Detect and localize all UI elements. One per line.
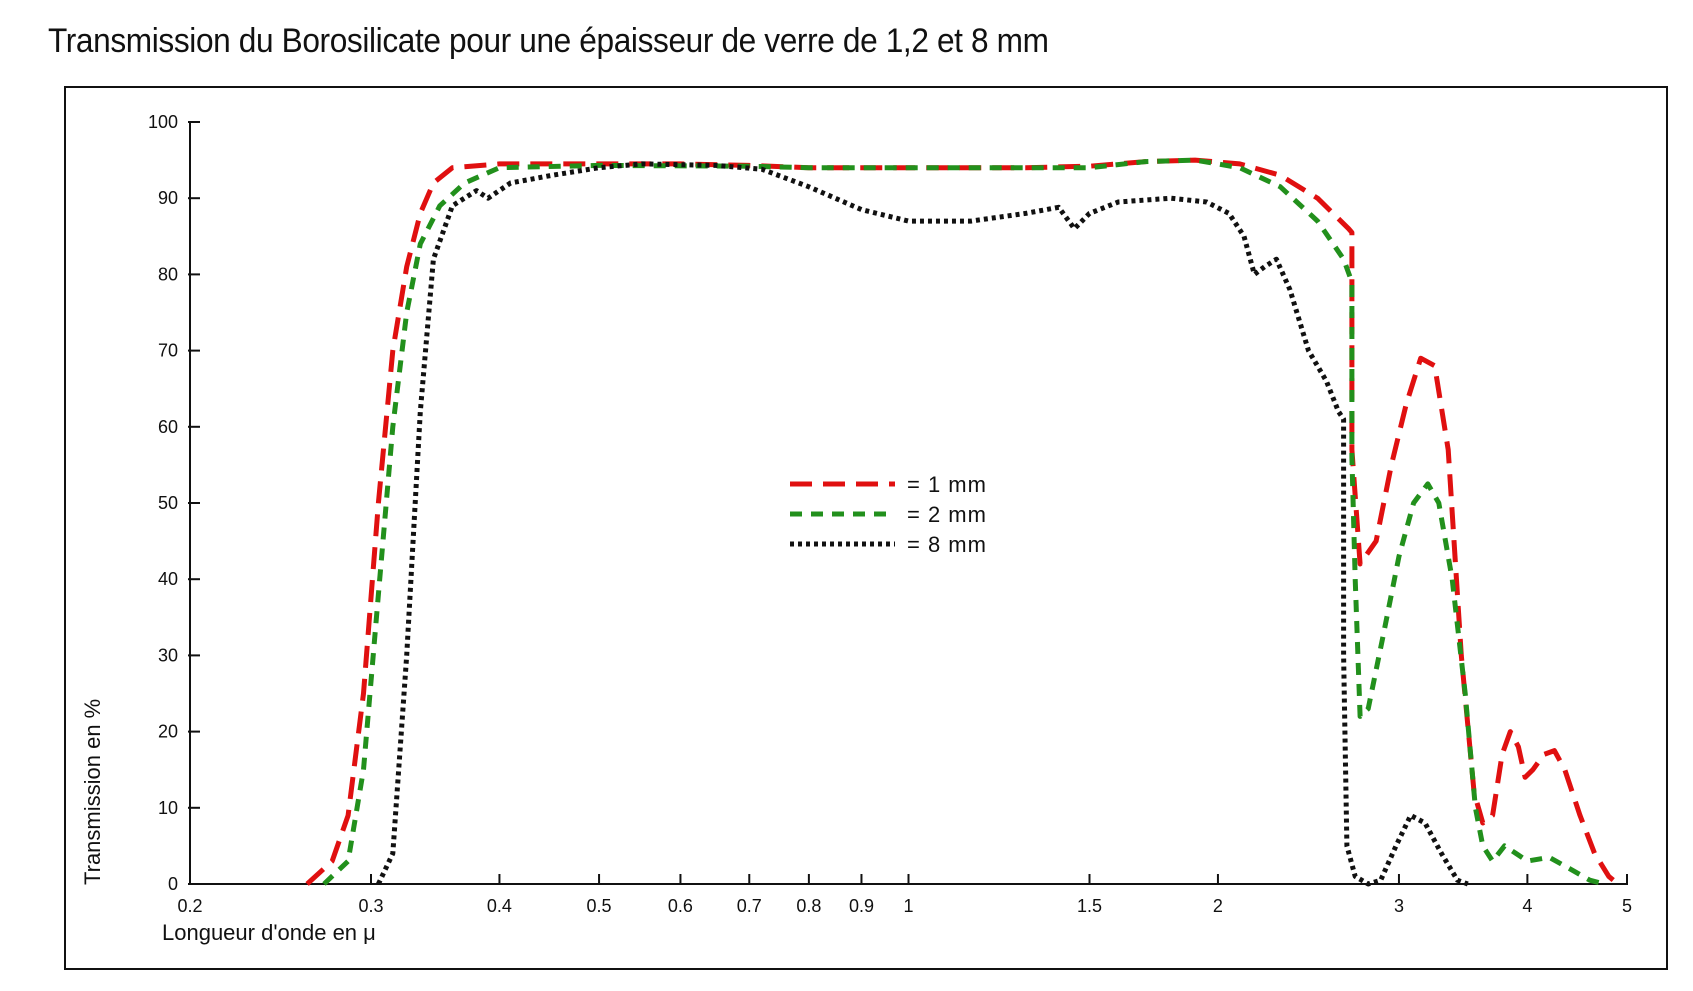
y-tick-label: 30 [158, 645, 178, 665]
x-tick-label: 0.8 [796, 896, 821, 916]
legend-label-1: = 1 mm [907, 472, 987, 497]
legend-label-3: = 8 mm [907, 532, 987, 557]
x-tick-label: 0.5 [587, 896, 612, 916]
legend: = 1 mm = 2 mm = 8 mm [790, 472, 987, 557]
y-tick-label: 20 [158, 722, 178, 742]
x-tick-label: 0.3 [358, 896, 383, 916]
x-tick-label: 1 [903, 896, 913, 916]
y-tick-label: 0 [168, 874, 178, 894]
series-line-1 [305, 157, 1620, 886]
series-line-2 [322, 157, 1605, 887]
x-tick-label: 0.6 [668, 896, 693, 916]
x-axis-title: Longueur d'onde en μ [162, 920, 376, 945]
y-tick-label: 50 [158, 493, 178, 513]
y-tick-label: 60 [158, 417, 178, 437]
series-line-3 [376, 161, 1469, 887]
x-tick-label: 0.7 [737, 896, 762, 916]
x-tick-label: 2 [1213, 896, 1223, 916]
x-tick-label: 5 [1622, 896, 1632, 916]
x-tick-label: 0.4 [487, 896, 512, 916]
x-tick-label: 4 [1522, 896, 1532, 916]
y-tick-label: 90 [158, 188, 178, 208]
legend-label-2: = 2 mm [907, 502, 987, 527]
y-tick-label: 40 [158, 569, 178, 589]
chart-title: Transmission du Borosilicate pour une ép… [48, 22, 1049, 60]
y-tick-label: 100 [148, 112, 178, 132]
axes: 0 10 20 30 40 50 60 70 80 90 100 0.2 0.3 0.4 0.5 0.6 0.7… [148, 112, 1632, 916]
chart-frame [64, 86, 1668, 970]
x-tick-label: 3 [1394, 896, 1404, 916]
x-tick-label: 0.9 [849, 896, 874, 916]
y-axis-title: Transmission en % [80, 699, 105, 885]
y-tick-label: 80 [158, 264, 178, 284]
y-tick-label: 10 [158, 798, 178, 818]
series-layer [305, 157, 1620, 887]
x-tick-label: 0.2 [177, 896, 202, 916]
y-tick-label: 70 [158, 341, 178, 361]
y-axis-title-group: Transmission en % [80, 699, 105, 885]
x-tick-label: 1.5 [1077, 896, 1102, 916]
